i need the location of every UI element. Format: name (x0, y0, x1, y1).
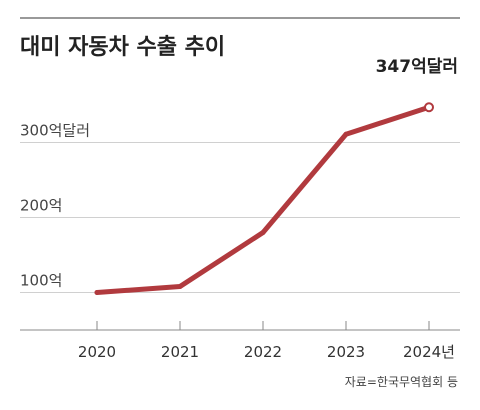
data-point-endpoint (424, 102, 434, 113)
grid-layer (20, 142, 460, 331)
x-tick-label: 2024년 (403, 343, 455, 361)
export-line-series (94, 104, 432, 295)
last-value-annotation: 347억달러 (376, 56, 458, 77)
y-tick-labels: 100억 200억 300억달러 (20, 122, 90, 290)
series-layer (94, 102, 434, 295)
x-tick-label: 2021 (161, 343, 199, 361)
y-tick-label: 300억달러 (20, 122, 90, 140)
y-tick-label: 200억 (20, 197, 62, 215)
data-point (260, 230, 266, 235)
y-tick-label: 100억 (20, 272, 62, 290)
x-tick-label: 2022 (244, 343, 282, 361)
x-tick-labels: 2020 2021 2022 2023 2024년 (78, 321, 455, 361)
chart-title: 대미 자동차 수출 추이 (20, 35, 225, 60)
x-tick-label: 2020 (78, 343, 116, 361)
data-point (343, 131, 349, 137)
data-point (177, 284, 183, 289)
data-point (94, 290, 100, 295)
x-tick-label: 2023 (327, 343, 365, 361)
source-note: 자료=한국무역협회 등 (345, 375, 458, 389)
